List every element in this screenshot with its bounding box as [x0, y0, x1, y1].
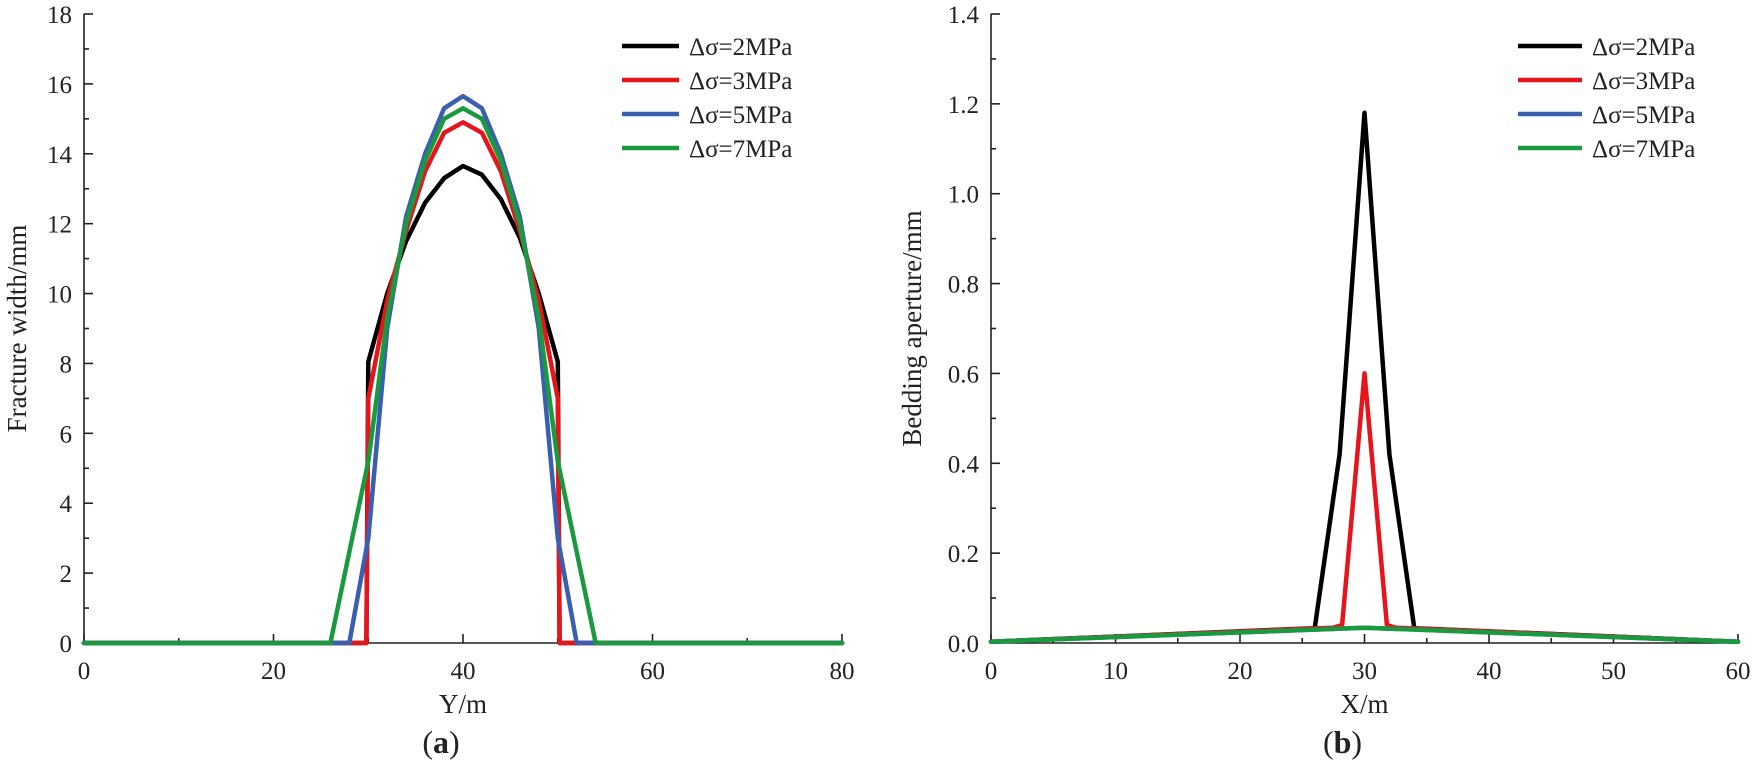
- x-axis-title: Y/m: [439, 689, 487, 719]
- y-tick-label: 1.0: [948, 182, 979, 209]
- panel-label-open: (: [1323, 724, 1334, 760]
- y-tick-label: 0.0: [948, 631, 979, 658]
- y-tick-label: 4: [60, 491, 73, 518]
- y-tick-label: 0.4: [948, 451, 980, 478]
- series-line-2: [988, 371, 1741, 644]
- x-tick-label: 20: [261, 658, 286, 685]
- panel-label-close: ): [449, 724, 460, 760]
- x-tick-label: 60: [640, 658, 665, 685]
- legend-label: Δσ=3MPa: [1592, 68, 1695, 95]
- legend-label: Δσ=5MPa: [689, 102, 792, 129]
- panel-label-close: ): [1351, 724, 1362, 760]
- y-tick-label: 14: [47, 142, 73, 169]
- y-tick-label: 2: [60, 561, 73, 588]
- x-tick-label: 60: [1726, 658, 1751, 685]
- y-tick-label: 10: [47, 282, 72, 309]
- legend-label: Δσ=2MPa: [689, 34, 792, 61]
- y-tick-label: 0.2: [948, 541, 979, 568]
- x-tick-label: 10: [1103, 658, 1128, 685]
- y-axis-title: Fracture width/mm: [2, 225, 32, 433]
- panel-label-letter: b: [1334, 724, 1352, 760]
- y-tick-label: 1.2: [948, 92, 979, 119]
- y-tick-label: 8: [60, 351, 73, 378]
- legend-label: Δσ=5MPa: [1592, 102, 1695, 129]
- legend-label: Δσ=7MPa: [1592, 136, 1695, 163]
- series-line-2: [81, 120, 845, 646]
- x-tick-label: 20: [1228, 658, 1253, 685]
- legend-label: Δσ=3MPa: [689, 68, 792, 95]
- series-line-4: [988, 625, 1741, 644]
- chart-panel-b: 0 10 20 30 40 50 60 0.0 0.2 0.4 0.6 0.8 1.0 1.2 1.4 X/m…: [897, 2, 1751, 760]
- legend-label: Δσ=2MPa: [1592, 34, 1695, 61]
- x-tick-label: 0: [78, 658, 91, 685]
- panel-label: (b): [1323, 724, 1362, 760]
- panel-label: (a): [422, 724, 459, 760]
- y-tick-label: 18: [47, 2, 72, 29]
- legend-label: Δσ=7MPa: [689, 136, 792, 163]
- series-line-1: [81, 163, 845, 646]
- x-tick-label: 40: [451, 658, 476, 685]
- y-tick-label: 0.8: [948, 272, 979, 299]
- series-line-4: [81, 106, 845, 646]
- y-tick-label: 0: [60, 631, 73, 658]
- series-line-3: [81, 93, 845, 646]
- chart-panel-a: 0 20 40 60 80 0 2 4 6 8 10 12 14 16 18 Y/m Fracture widt…: [2, 2, 855, 760]
- y-tick-label: 12: [47, 212, 72, 239]
- y-tick-label: 1.4: [948, 2, 980, 29]
- y-tick-label: 16: [47, 72, 72, 99]
- x-tick-label: 50: [1601, 658, 1626, 685]
- y-tick-label: 6: [60, 421, 73, 448]
- x-tick-label: 80: [830, 658, 855, 685]
- y-axis-title: Bedding aperture/mm: [897, 210, 927, 446]
- x-tick-label: 40: [1477, 658, 1502, 685]
- x-tick-label: 0: [985, 658, 998, 685]
- x-tick-label: 30: [1352, 658, 1377, 685]
- x-axis-title: X/m: [1340, 689, 1388, 719]
- panel-label-open: (: [422, 724, 433, 760]
- panel-label-letter: a: [433, 724, 449, 760]
- y-tick-label: 0.6: [948, 361, 979, 388]
